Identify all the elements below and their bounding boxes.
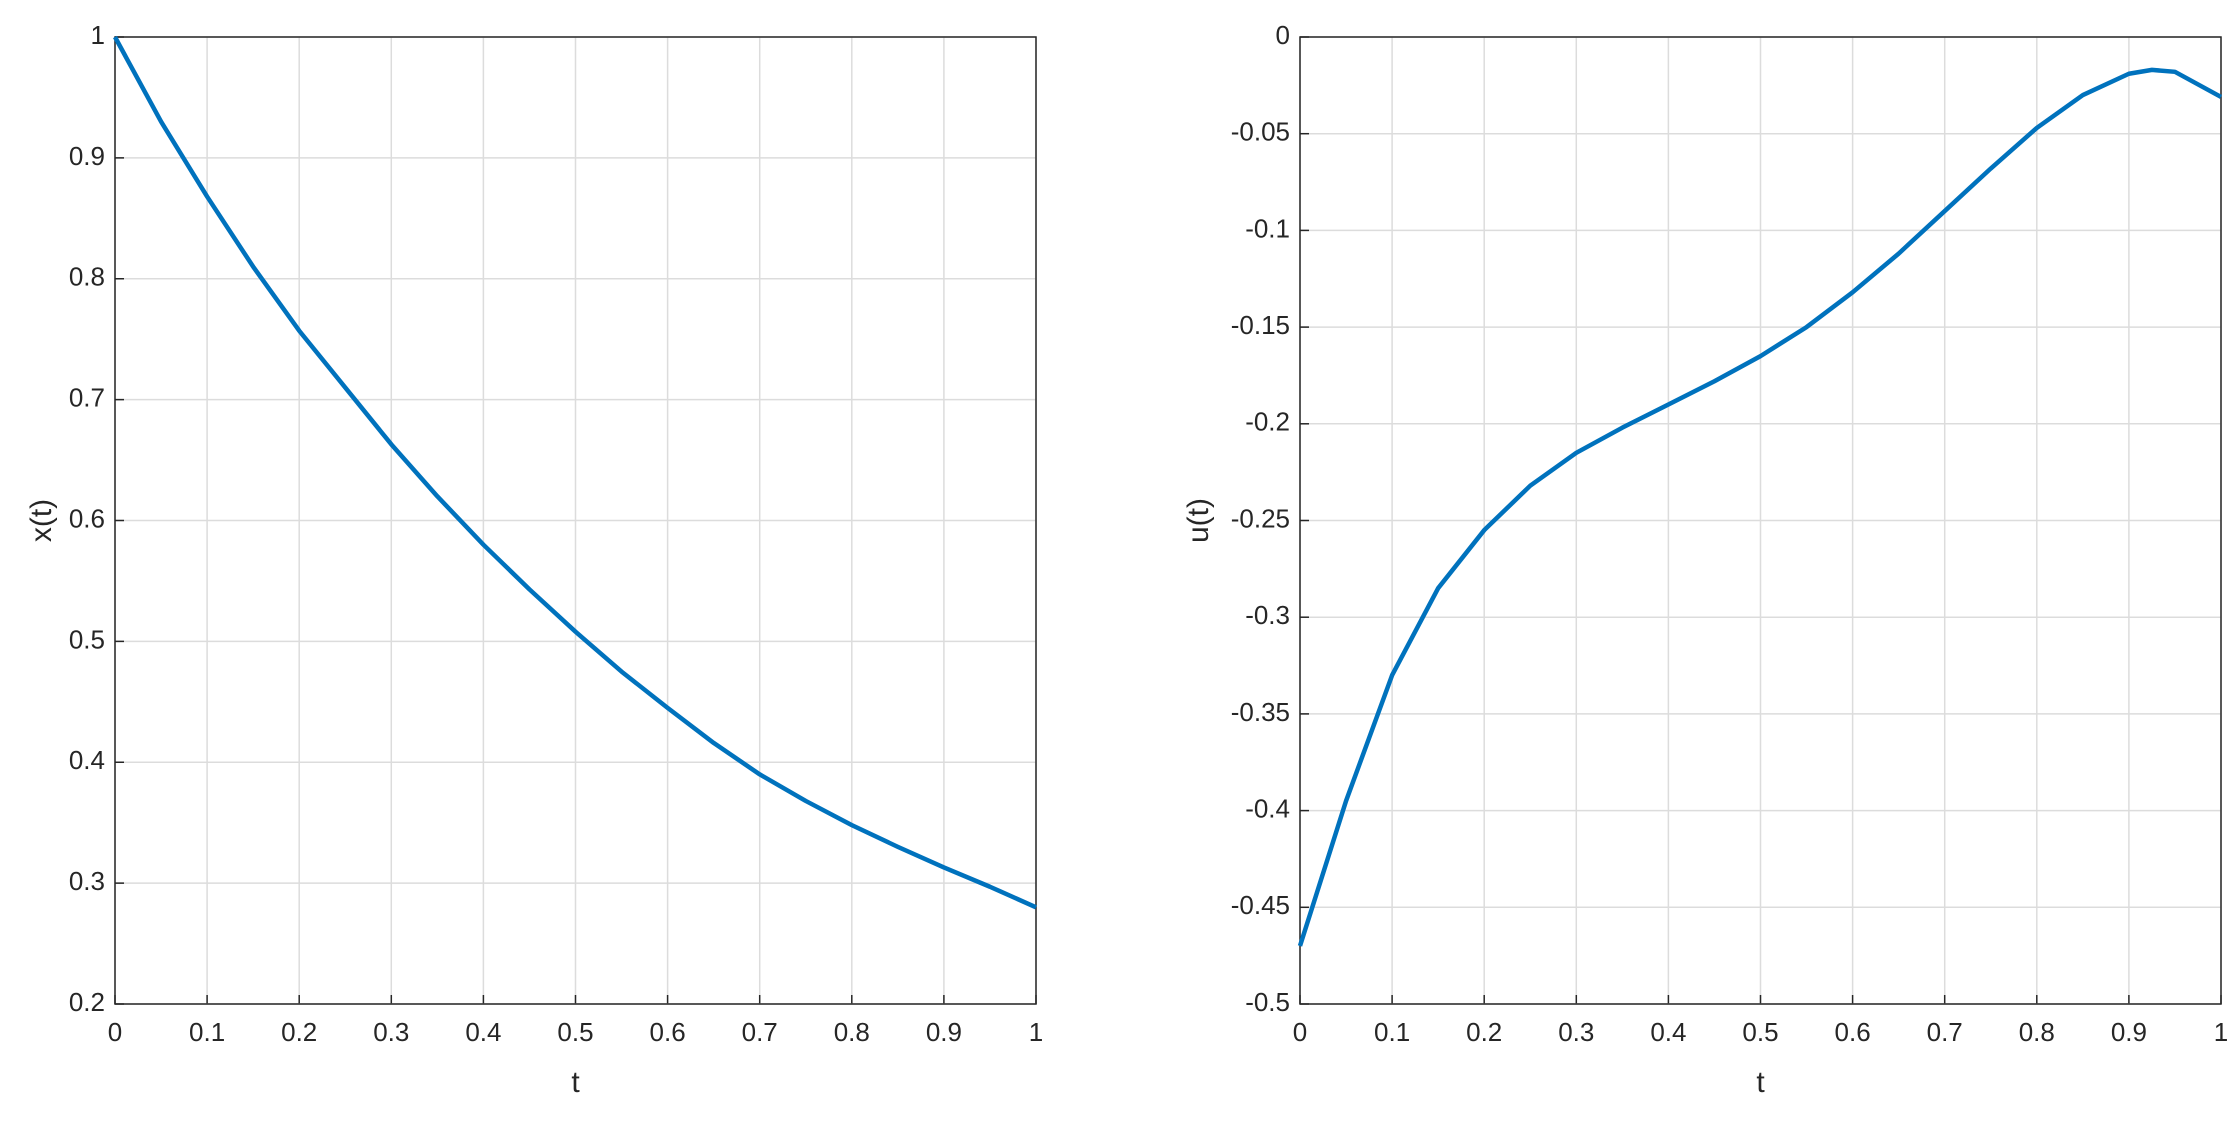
y-tick-label: -0.2 <box>1245 407 1290 437</box>
x-tick-label: 0.9 <box>2111 1017 2147 1047</box>
x-tick-label: 1 <box>2214 1017 2228 1047</box>
x-tick-label: 0.8 <box>2019 1017 2055 1047</box>
x-tick-label: 0 <box>1293 1017 1307 1047</box>
x-tick-label: 0.2 <box>281 1017 317 1047</box>
y-tick-label: -0.25 <box>1231 503 1290 533</box>
x-tick-label: 0.1 <box>189 1017 225 1047</box>
y-axis-label: x(t) <box>25 499 58 542</box>
x-tick-label: 0.3 <box>1558 1017 1594 1047</box>
x-axis-label: t <box>571 1066 580 1099</box>
y-tick-label: 0.6 <box>69 503 105 533</box>
axes-frame <box>114 36 1037 1005</box>
axes-frame <box>1299 36 2222 1005</box>
x-tick-label: 0.6 <box>1835 1017 1871 1047</box>
y-tick-label: -0.05 <box>1231 117 1290 147</box>
y-tick-label: 0.5 <box>69 624 105 654</box>
y-axis-label: u(t) <box>1182 498 1215 543</box>
y-tick-label: -0.45 <box>1231 890 1290 920</box>
y-tick-label: 0 <box>1276 20 1290 50</box>
y-tick-label: 0.8 <box>69 262 105 292</box>
x-tick-label: 0.8 <box>834 1017 870 1047</box>
y-tick-label: 0.2 <box>69 987 105 1017</box>
x-tick-label: 0.4 <box>465 1017 501 1047</box>
y-tick-label: 0.9 <box>69 141 105 171</box>
y-tick-label: 1 <box>91 20 105 50</box>
x-tick-label: 0.6 <box>650 1017 686 1047</box>
y-tick-label: -0.3 <box>1245 600 1290 630</box>
data-line <box>113 35 1037 910</box>
x-tick-label: 0.7 <box>1927 1017 1963 1047</box>
y-tick-label: -0.5 <box>1245 987 1290 1017</box>
x-tick-label: 0.2 <box>1466 1017 1502 1047</box>
x-tick-label: 0.9 <box>926 1017 962 1047</box>
y-tick-label: -0.1 <box>1245 213 1290 243</box>
y-tick-label: 0.4 <box>69 745 105 775</box>
x-tick-label: 0.5 <box>557 1017 593 1047</box>
y-tick-label: 0.7 <box>69 383 105 413</box>
x-tick-label: 0.3 <box>373 1017 409 1047</box>
x-tick-label: 0.4 <box>1650 1017 1686 1047</box>
data-line <box>1297 67 2223 947</box>
x-axis-label: t <box>1756 1066 1765 1099</box>
x-tick-label: 1 <box>1029 1017 1043 1047</box>
y-tick-label: 0.3 <box>69 866 105 896</box>
y-tick-label: -0.35 <box>1231 697 1290 727</box>
x-tick-label: 0.5 <box>1742 1017 1778 1047</box>
y-tick-label: -0.4 <box>1245 793 1290 823</box>
x-tick-label: 0.7 <box>742 1017 778 1047</box>
y-tick-label: -0.15 <box>1231 310 1290 340</box>
x-tick-label: 0.1 <box>1374 1017 1410 1047</box>
x-tick-label: 0 <box>108 1017 122 1047</box>
